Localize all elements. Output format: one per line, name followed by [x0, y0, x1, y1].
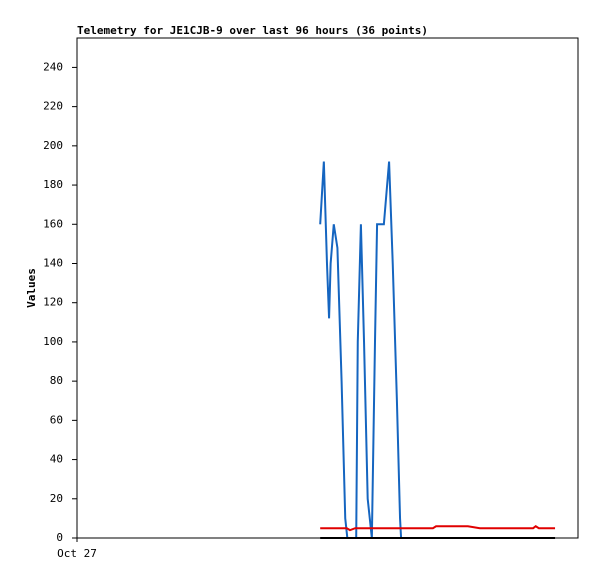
x-tick-label: Oct 27 — [57, 547, 97, 560]
data-line — [320, 525, 556, 532]
y-tick-label: 160 — [43, 217, 63, 230]
y-tick-label: 20 — [50, 492, 63, 505]
y-axis-label: Values — [25, 268, 38, 308]
y-tick-label: 100 — [43, 335, 63, 348]
y-tick-label: 120 — [43, 296, 63, 309]
y-tick-label: 140 — [43, 256, 63, 269]
y-tick-label: 240 — [43, 60, 63, 73]
y-tick-label: 200 — [43, 139, 63, 152]
chart-title: Telemetry for JE1CJB-9 over last 96 hour… — [77, 24, 428, 37]
y-tick-label: 0 — [56, 531, 63, 544]
y-tick-label: 180 — [43, 178, 63, 191]
y-tick-label: 40 — [50, 453, 63, 466]
y-tick-label: 60 — [50, 413, 63, 426]
data-line — [319, 161, 403, 539]
y-tick-label: 80 — [50, 374, 63, 387]
y-tick-label: 220 — [43, 100, 63, 113]
